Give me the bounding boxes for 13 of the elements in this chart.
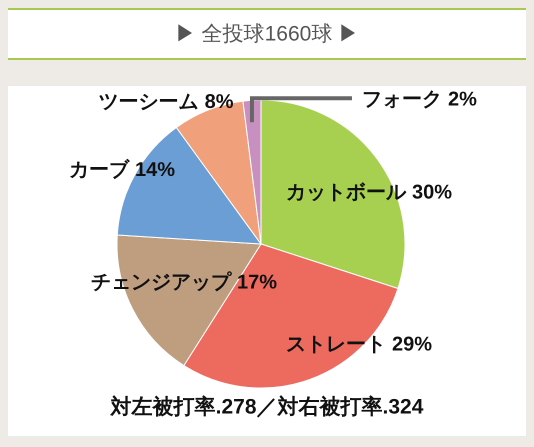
text: 対左被打率.278／対右被打率.324: [110, 394, 424, 419]
slice-label: フォーク: [362, 88, 442, 111]
slice-label: チェンジアップ: [91, 270, 232, 294]
data-label: 30%: [412, 181, 452, 204]
slice-label: ツーシーム: [98, 90, 199, 113]
data-label: 29%: [392, 334, 432, 356]
data-label: 8%: [204, 90, 234, 113]
data-label: 17%: [237, 272, 278, 294]
slice-label: カーブ: [69, 158, 130, 182]
slice-label: ストレート: [286, 334, 386, 356]
chart-title: ▶ 全投球1660球 ▶: [174, 22, 360, 46]
data-label: 14%: [135, 159, 176, 182]
data-label: 2%: [448, 88, 478, 111]
